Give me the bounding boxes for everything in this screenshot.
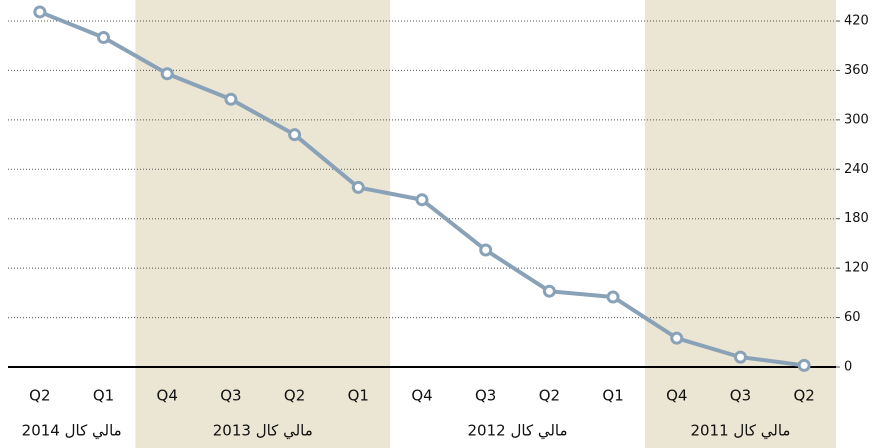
x-tick-label: Q2 [539, 387, 560, 405]
point [670, 331, 684, 345]
x-tick-label: Q4 [157, 387, 178, 405]
y-tick-label: 180 [844, 211, 869, 226]
group-shade [135, 0, 391, 448]
point [479, 243, 493, 257]
x-tick-label: Q2 [284, 387, 305, 405]
point [351, 180, 365, 194]
point [224, 92, 238, 106]
x-tick-label: Q1 [348, 387, 369, 405]
y-tick-label: 360 [844, 63, 869, 78]
group-label: مالي كال 2013 [213, 422, 313, 441]
x-tick-label: Q1 [93, 387, 114, 405]
point [733, 350, 747, 364]
group-label: مالي كال 2011 [690, 422, 790, 441]
x-tick-label: Q3 [730, 387, 751, 405]
y-tick-label: 240 [844, 162, 869, 177]
x-tick-label: Q3 [220, 387, 241, 405]
x-tick-label: Q3 [475, 387, 496, 405]
group-label: مالي كال 2012 [468, 422, 568, 441]
y-tick-label: 60 [844, 310, 861, 325]
point [542, 284, 556, 298]
y-tick-label: 300 [844, 112, 869, 127]
group-label: مالي كال 2014 [22, 422, 122, 441]
point [160, 67, 174, 81]
group-shade [644, 0, 836, 448]
x-tick-label: Q2 [29, 387, 50, 405]
point [415, 193, 429, 207]
y-tick-label: 120 [844, 261, 869, 276]
y-tick-label: 420 [844, 14, 869, 29]
point [33, 5, 47, 19]
x-tick-label: Q4 [411, 387, 432, 405]
x-tick-label: Q1 [602, 387, 623, 405]
point [606, 290, 620, 304]
x-tick-label: Q4 [666, 387, 687, 405]
point [797, 358, 811, 372]
x-tick-label: Q2 [793, 387, 814, 405]
y-tick-label: 0 [844, 360, 852, 375]
point [97, 30, 111, 44]
point [288, 128, 302, 142]
